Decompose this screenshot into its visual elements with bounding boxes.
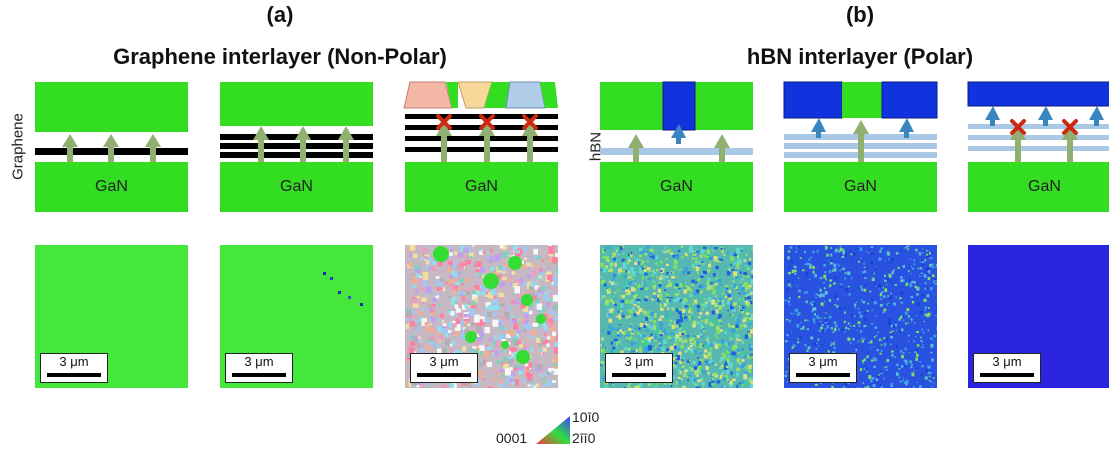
- scale-bar: 3 μm: [605, 353, 673, 383]
- scale-bar-label: 3 μm: [244, 354, 274, 369]
- scale-bar: 3 μm: [225, 353, 293, 383]
- gan-substrate: [968, 162, 1109, 212]
- legend-label-10-10: 10ī0: [572, 409, 600, 425]
- scale-bar: 3 μm: [789, 353, 857, 383]
- green-arrows: [628, 134, 730, 162]
- schematic-graphene-multilayer: [403, 81, 558, 212]
- schematics: [35, 81, 1109, 212]
- polar-domain: [783, 81, 843, 119]
- scale-bar-line: [796, 373, 850, 377]
- grain-green: [540, 82, 558, 108]
- legend-label-2-1-10: 2īī0: [572, 430, 596, 446]
- grain-green: [484, 82, 510, 108]
- red-cross-marks: [436, 114, 538, 130]
- red-cross-marks: [1010, 119, 1078, 135]
- graphene-layer: [220, 143, 373, 149]
- gan-substrate: [220, 162, 373, 212]
- polar-domain: [662, 81, 696, 131]
- graphene-layer: [220, 152, 373, 158]
- ebsd-map-graphene-1: 3 μm: [35, 245, 188, 388]
- panel-a-letter: (a): [266, 2, 294, 27]
- gan-top-block: [35, 82, 188, 132]
- scale-bar-line: [980, 373, 1034, 377]
- schematic-hbn-trilayer: [783, 81, 938, 212]
- gan-label: GaN: [1028, 178, 1061, 195]
- gan-substrate: [784, 162, 937, 212]
- gan-label: GaN: [95, 178, 128, 195]
- panel-b-heading: hBN interlayer (Polar): [746, 44, 974, 69]
- scale-bar-line: [417, 373, 471, 377]
- scale-bar-label: 3 μm: [808, 354, 838, 369]
- scale-bar-label: 3 μm: [429, 354, 459, 369]
- gan-substrate: [35, 162, 188, 212]
- gan-substrate: [405, 162, 558, 212]
- polar-domain: [881, 81, 938, 119]
- panel-b-letter: (b): [845, 2, 875, 27]
- ebsd-map-hbn-1: 3 μm: [600, 245, 753, 388]
- map-texture: [323, 272, 363, 306]
- graphene-layer: [405, 147, 558, 152]
- gan-label: GaN: [660, 178, 693, 195]
- gan-label: GaN: [280, 178, 313, 195]
- map-texture: [405, 245, 558, 388]
- green-arrows: [436, 122, 538, 162]
- green-arrows: [1010, 126, 1078, 162]
- schematic-hbn-monolayer: [600, 81, 753, 212]
- blue-arrows: [811, 118, 914, 138]
- blue-arrows: [671, 124, 686, 144]
- gan-label: GaN: [465, 178, 498, 195]
- scale-bar: 3 μm: [40, 353, 108, 383]
- hbn-layer: [600, 148, 753, 155]
- hbn-layer: [968, 146, 1109, 151]
- legend-label-0001: 0001: [496, 430, 528, 446]
- scale-bar-line: [232, 373, 286, 377]
- scale-bar: 3 μm: [973, 353, 1041, 383]
- schematic-graphene-trilayer: [220, 82, 373, 212]
- gan-label: GaN: [844, 178, 877, 195]
- scale-bar-label: 3 μm: [992, 354, 1022, 369]
- ebsd-map-graphene-3: 3 μm: [405, 245, 558, 388]
- green-arrows: [253, 126, 354, 162]
- ebsd-map-hbn-3: 3 μm: [968, 245, 1109, 388]
- scale-bar-line: [612, 373, 666, 377]
- scale-bar: 3 μm: [410, 353, 478, 383]
- gan-substrate: [600, 162, 753, 212]
- schematic-graphene-monolayer: [35, 82, 188, 212]
- gan-top-block: [220, 82, 373, 126]
- grain-lightblue: [505, 81, 546, 109]
- scale-bar-line: [47, 373, 101, 377]
- schematic-hbn-multilayer: [967, 81, 1109, 212]
- scale-bar-label: 3 μm: [59, 354, 89, 369]
- gan-top-block: [842, 82, 882, 118]
- panel-a-heading: Graphene interlayer (Non-Polar): [113, 44, 447, 69]
- ebsd-map-graphene-2: 3 μm: [220, 245, 373, 388]
- polar-domain: [967, 81, 1109, 107]
- orientation-triangle-legend: [536, 416, 570, 444]
- scale-bar-label: 3 μm: [624, 354, 654, 369]
- hbn-layer: [968, 124, 1109, 129]
- ebsd-map-hbn-2: 3 μm: [784, 245, 937, 388]
- grain-pink: [403, 81, 453, 109]
- grain-green: [446, 82, 458, 108]
- graphene-layer: [405, 136, 558, 141]
- green-arrows: [62, 134, 161, 162]
- green-arrows: [853, 120, 869, 162]
- hbn-layer: [968, 135, 1109, 140]
- graphene-layer: [220, 134, 373, 140]
- blue-arrows: [985, 106, 1104, 126]
